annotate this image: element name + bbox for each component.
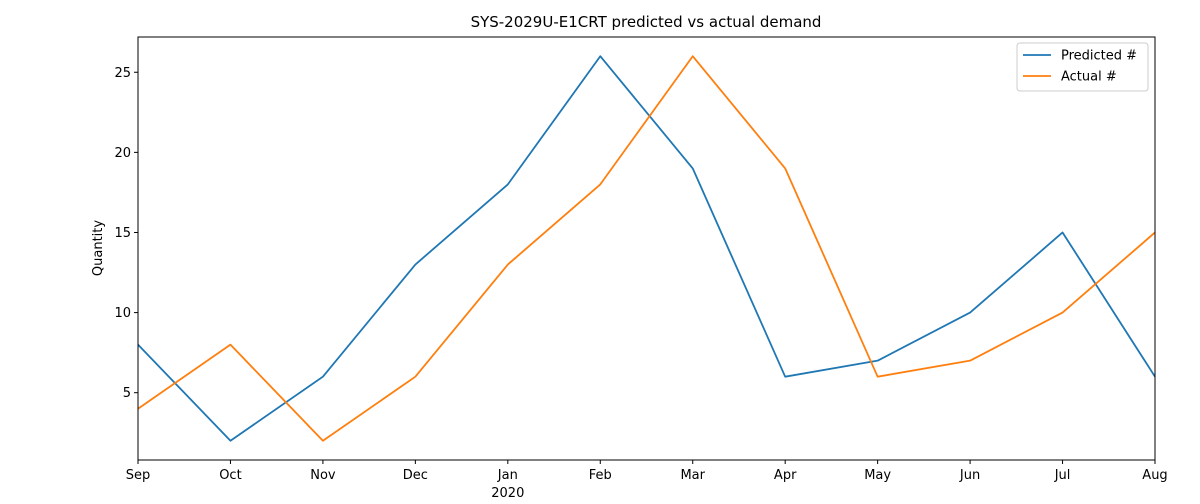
plot-area [137,55,1156,442]
series-line-1 [137,55,1156,442]
x-tick-label-3: Dec [403,468,428,483]
y-tick-label-0: 5 [123,386,131,401]
chart-title: SYS-2029U-E1CRT predicted vs actual dema… [471,13,822,31]
x-tick-label-8: May [864,468,891,483]
x-tick-label-11: Aug [1142,468,1167,483]
x-tick-label-7: Apr [774,468,797,483]
x-tick-label-6: Mar [680,468,705,483]
x-tick-label-4: Jan [497,468,518,483]
y-axis-label: Quantity [91,220,106,276]
axes: 5 10 15 20 25 Sep Oct Nov Dec Jan Feb Mar Apr May Jun J… [114,36,1168,501]
legend: Predicted # Actual # [1016,42,1149,92]
legend-label-1: Actual # [1061,70,1117,85]
x-tick-label-9: Jun [959,468,980,483]
y-tick-label-2: 15 [114,226,131,241]
y-tick-label-1: 10 [114,306,131,321]
x-tick-label-1: Oct [219,468,241,483]
axes-frame [137,36,1156,461]
y-tick-label-3: 20 [114,146,131,161]
x-tick-label-5: Feb [589,468,612,483]
x-tick-label-0: Sep [126,468,151,483]
legend-label-0: Predicted # [1061,49,1137,64]
y-tick-label-4: 25 [114,66,131,81]
x-tick-label-2: Nov [310,468,336,483]
x-year-label: 2020 [491,486,524,500]
x-tick-label-10: Jul [1054,468,1071,483]
series-line-0 [137,55,1156,442]
